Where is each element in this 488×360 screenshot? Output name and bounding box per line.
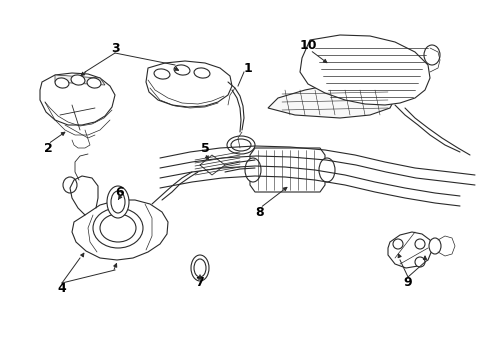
- Ellipse shape: [93, 208, 142, 248]
- Text: 6: 6: [116, 185, 124, 198]
- Polygon shape: [40, 73, 115, 125]
- Polygon shape: [55, 75, 105, 85]
- Ellipse shape: [392, 239, 402, 249]
- Text: 9: 9: [403, 275, 411, 288]
- Polygon shape: [299, 35, 429, 105]
- Polygon shape: [72, 200, 168, 260]
- Text: 8: 8: [255, 206, 264, 219]
- Ellipse shape: [244, 158, 261, 182]
- Polygon shape: [249, 148, 325, 192]
- Ellipse shape: [87, 78, 101, 88]
- Ellipse shape: [318, 158, 334, 182]
- Text: 10: 10: [299, 39, 316, 51]
- Text: 2: 2: [43, 141, 52, 154]
- Polygon shape: [387, 232, 431, 268]
- Ellipse shape: [414, 257, 424, 267]
- Polygon shape: [146, 61, 231, 107]
- Polygon shape: [267, 84, 394, 118]
- Ellipse shape: [423, 45, 439, 65]
- Ellipse shape: [55, 78, 69, 88]
- Text: 3: 3: [110, 41, 119, 54]
- Text: 1: 1: [243, 62, 252, 75]
- Ellipse shape: [428, 238, 440, 254]
- Ellipse shape: [226, 136, 254, 154]
- Text: 4: 4: [58, 282, 66, 294]
- Ellipse shape: [111, 191, 125, 213]
- Ellipse shape: [100, 214, 136, 242]
- Ellipse shape: [154, 69, 170, 79]
- Ellipse shape: [194, 68, 209, 78]
- Ellipse shape: [194, 259, 205, 277]
- Ellipse shape: [107, 186, 129, 218]
- Ellipse shape: [63, 177, 77, 193]
- Ellipse shape: [414, 239, 424, 249]
- Ellipse shape: [174, 65, 189, 75]
- Ellipse shape: [230, 139, 250, 151]
- Ellipse shape: [71, 75, 85, 85]
- Ellipse shape: [191, 255, 208, 281]
- Text: 5: 5: [200, 141, 209, 154]
- Text: 7: 7: [195, 275, 204, 288]
